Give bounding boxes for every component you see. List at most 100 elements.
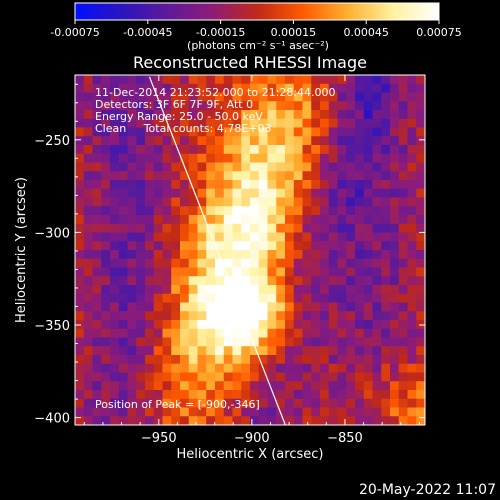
heatmap-cell (407, 390, 417, 400)
heatmap-cell (215, 363, 225, 373)
heatmap-cell (101, 127, 111, 137)
heatmap-cell (232, 92, 242, 102)
heatmap-cell (346, 118, 356, 128)
heatmap-cell (127, 232, 137, 242)
heatmap-cell (258, 293, 268, 303)
heatmap-cell (285, 101, 295, 111)
heatmap-cell (188, 302, 198, 312)
heatmap-cell (302, 127, 312, 137)
heatmap-cell (320, 258, 330, 268)
heatmap-cell (337, 145, 347, 155)
heatmap-cell (363, 232, 373, 242)
heatmap-cell (276, 241, 286, 251)
heatmap-cell (101, 267, 111, 277)
heatmap-cell (320, 127, 330, 137)
heatmap-cell (162, 92, 172, 102)
heatmap-cell (390, 311, 400, 321)
heatmap-cell (232, 337, 242, 347)
heatmap-cell (171, 363, 181, 373)
heatmap-cell (75, 398, 85, 408)
heatmap-cell (355, 355, 365, 365)
heatmap-cell (110, 363, 120, 373)
heatmap-cell (83, 110, 93, 120)
heatmap-cell (407, 197, 417, 207)
heatmap-cell (232, 250, 242, 260)
heatmap-cell (215, 110, 225, 120)
heatmap-cell (302, 118, 312, 128)
heatmap-cell (127, 302, 137, 312)
heatmap-cell (372, 223, 382, 233)
heatmap-cell (302, 372, 312, 382)
heatmap-cell (83, 337, 93, 347)
heatmap-cell (92, 92, 102, 102)
heatmap-cell (180, 75, 190, 85)
heatmap-cell (206, 232, 216, 242)
heatmap-cell (162, 320, 172, 330)
heatmap-cell (197, 223, 207, 233)
heatmap-cell (285, 136, 295, 146)
heatmap-cell (363, 136, 373, 146)
colorbar-tick-label: -0.00045 (123, 26, 172, 39)
heatmap-cell (398, 311, 408, 321)
heatmap-cell (223, 206, 233, 216)
heatmap-cell (293, 337, 303, 347)
heatmap-cell (162, 153, 172, 163)
heatmap-cell (337, 346, 347, 356)
heatmap-cell (83, 293, 93, 303)
heatmap-cell (232, 311, 242, 321)
heatmap-cell (75, 250, 85, 260)
heatmap-cell (285, 180, 295, 190)
heatmap-cell (92, 398, 102, 408)
heatmap-cell (171, 302, 181, 312)
heatmap-cell (162, 145, 172, 155)
heatmap-cell (145, 197, 155, 207)
heatmap-cell (372, 267, 382, 277)
heatmap-cell (136, 188, 146, 198)
heatmap-cell (363, 75, 373, 85)
heatmap-cell (145, 328, 155, 338)
heatmap-cell (363, 180, 373, 190)
heatmap-cell (416, 372, 425, 382)
heatmap-cell (346, 101, 356, 111)
heatmap-cell (293, 311, 303, 321)
heatmap-cell (258, 136, 268, 146)
heatmap-cell (390, 390, 400, 400)
heatmap-cell (311, 215, 321, 225)
heatmap-cell (381, 188, 391, 198)
heatmap-cell (407, 110, 417, 120)
heatmap-cell (390, 162, 400, 172)
heatmap-cell (337, 206, 347, 216)
heatmap-cell (328, 75, 338, 85)
heatmap-cell (83, 241, 93, 251)
heatmap-cell (188, 162, 198, 172)
heatmap-cell (223, 285, 233, 295)
heatmap-cell (127, 136, 137, 146)
heatmap-cell (92, 311, 102, 321)
heatmap-cell (398, 197, 408, 207)
heatmap-cell (118, 407, 128, 417)
heatmap-cell (75, 381, 85, 391)
heatmap-cell (223, 223, 233, 233)
heatmap-cell (223, 215, 233, 225)
heatmap-cell (188, 363, 198, 373)
heatmap-cell (372, 215, 382, 225)
heatmap-cell (127, 293, 137, 303)
heatmap-cell (337, 171, 347, 181)
heatmap-cell (311, 293, 321, 303)
heatmap-cell (363, 267, 373, 277)
heatmap-cell (136, 320, 146, 330)
heatmap-cell (127, 355, 137, 365)
heatmap-cell (355, 223, 365, 233)
heatmap-cell (136, 258, 146, 268)
heatmap-cell (145, 232, 155, 242)
heatmap-cell (241, 285, 251, 295)
heatmap-cell (258, 241, 268, 251)
heatmap-cell (136, 162, 146, 172)
heatmap-cell (302, 293, 312, 303)
heatmap-cell (381, 215, 391, 225)
heatmap-cell (127, 118, 137, 128)
heatmap-cell (153, 197, 163, 207)
heatmap-cell (180, 101, 190, 111)
heatmap-cell (311, 258, 321, 268)
heatmap-cell (311, 162, 321, 172)
